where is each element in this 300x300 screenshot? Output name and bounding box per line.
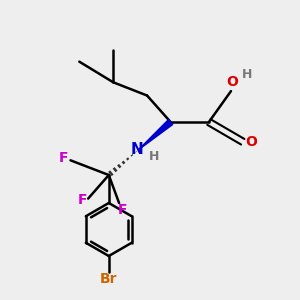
Polygon shape <box>138 120 173 150</box>
Text: F: F <box>78 193 88 207</box>
Text: H: H <box>242 68 252 81</box>
Text: H: H <box>149 150 160 163</box>
Text: F: F <box>117 203 127 218</box>
Text: Br: Br <box>100 272 118 286</box>
Text: O: O <box>245 135 257 149</box>
Text: O: O <box>226 75 238 89</box>
Text: N: N <box>130 142 143 157</box>
Text: F: F <box>58 151 68 165</box>
